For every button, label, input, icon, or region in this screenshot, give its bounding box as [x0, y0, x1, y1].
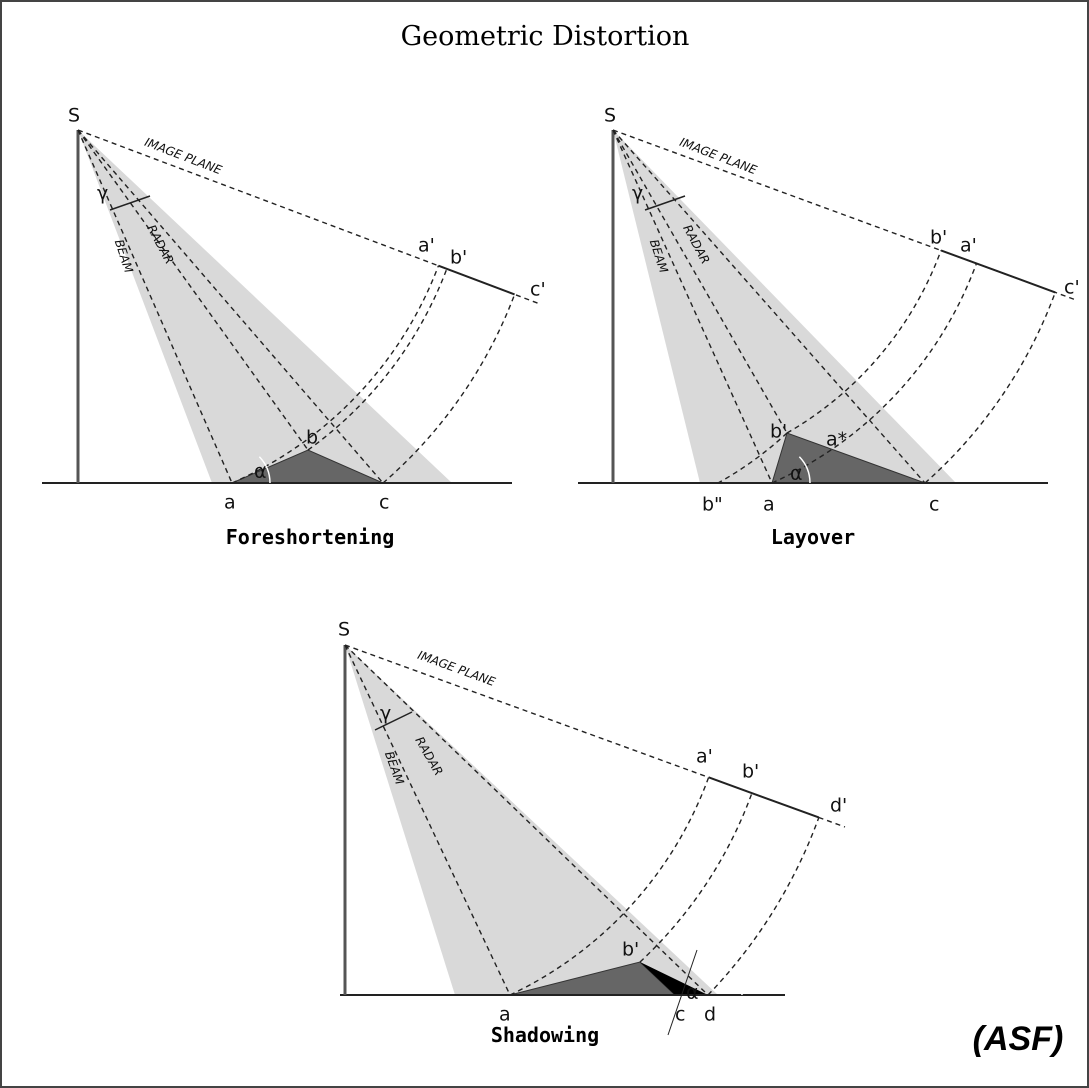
point-label: S [68, 105, 80, 127]
point-label: α [686, 982, 699, 1004]
point-label: α [254, 461, 267, 483]
point-label: a [499, 1004, 511, 1026]
point-label: d' [830, 795, 847, 817]
ray [344, 644, 511, 996]
alpha-arc [258, 456, 271, 484]
point-label: b' [770, 421, 787, 443]
point-label: a' [418, 235, 435, 257]
range-arc [786, 250, 942, 434]
ray [77, 129, 233, 484]
point-label: c' [1064, 277, 1080, 299]
point-label: S [604, 105, 616, 127]
beam-tick [644, 195, 686, 211]
shadow [640, 962, 708, 995]
credit: (ASF) [973, 1020, 1064, 1058]
point-label: b' [622, 939, 639, 961]
beam-tick [374, 711, 413, 731]
range-arc [771, 263, 978, 484]
range-arc [509, 777, 710, 996]
image-plane [77, 129, 541, 305]
beam-tick [109, 195, 151, 211]
range-arc [717, 432, 788, 484]
ray [612, 129, 926, 484]
point-label: a [224, 492, 236, 514]
point-label: a [763, 494, 775, 516]
point-label: c [675, 1004, 685, 1026]
normal [667, 949, 698, 1036]
ray [612, 129, 788, 434]
point-label: γ [97, 183, 108, 205]
range-arc [231, 265, 440, 484]
image-segment [708, 776, 820, 819]
point-label: c [929, 494, 939, 516]
point-label: b [306, 427, 318, 449]
point-label: α [790, 463, 803, 485]
caption: Shadowing [491, 1023, 599, 1047]
point-label: γ [632, 183, 643, 205]
image-segment [438, 264, 515, 296]
title: Geometric Distortion [401, 21, 690, 52]
image-plane [612, 129, 1077, 301]
radar-beam [613, 130, 956, 483]
caption: Foreshortening [226, 525, 395, 549]
range-arc [639, 792, 753, 963]
point-label: b' [450, 247, 467, 269]
alpha-arc [798, 456, 811, 484]
point-label: d [704, 1004, 716, 1026]
point-label: a* [826, 429, 847, 451]
point-label: a' [696, 746, 713, 768]
point-label: γ [380, 703, 391, 725]
image-segment [940, 249, 1056, 294]
point-label: a' [960, 235, 977, 257]
ray [77, 129, 309, 451]
ray [612, 129, 773, 484]
point-label: b' [742, 761, 759, 783]
point-label: S [338, 619, 350, 641]
range-arc [307, 268, 448, 451]
point-label: b' [930, 227, 947, 249]
alpha-arc [731, 971, 743, 996]
ray [77, 129, 384, 484]
radar-beam [345, 645, 718, 995]
ray [344, 644, 709, 996]
point-label: c [379, 492, 389, 514]
point-label: c' [530, 279, 546, 301]
point-label: b" [702, 494, 723, 516]
caption: Layover [771, 525, 855, 549]
